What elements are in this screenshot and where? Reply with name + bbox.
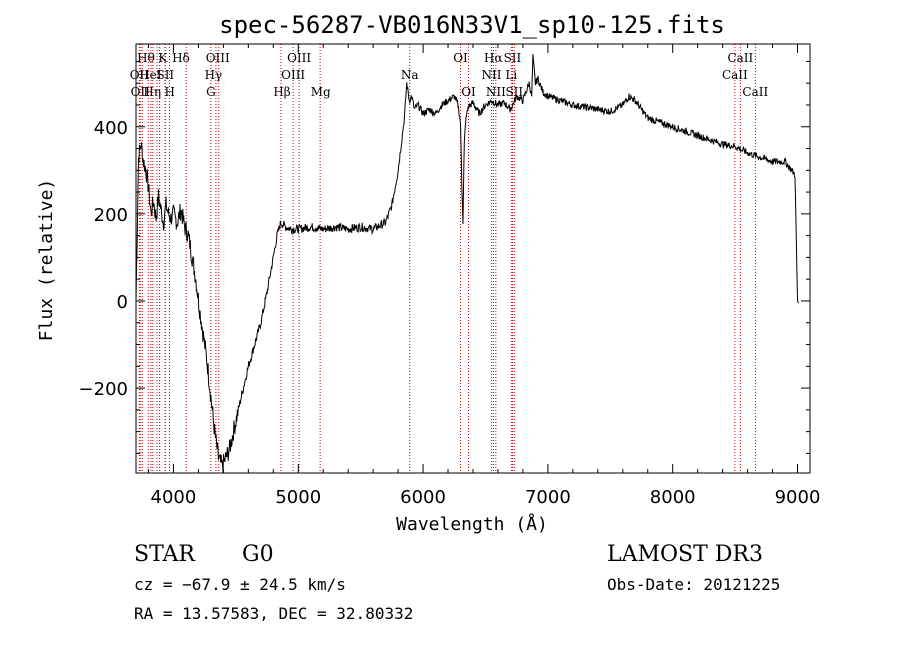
y-tick-label: 0 (117, 292, 128, 313)
line-label: OI (461, 85, 476, 99)
spectrum-line (135, 53, 800, 473)
x-tick-label: 6000 (400, 487, 446, 508)
line-label: SII (504, 51, 522, 65)
line-label: OIII (287, 51, 311, 65)
line-label: CaII (727, 51, 753, 65)
line-label: Hα (484, 51, 503, 65)
line-label: HeI (139, 68, 162, 82)
y-axis-label: Flux (relative) (36, 179, 57, 342)
line-label: OI (453, 51, 468, 65)
y-tick-label: 200 (94, 205, 128, 226)
line-label: SII (505, 85, 523, 99)
line-label: NII (481, 68, 501, 82)
obs-date: Obs-Date: 20121225 (607, 575, 780, 594)
line-label: Hδ (172, 51, 190, 65)
plot-frame (135, 43, 811, 474)
class-label: STAR (134, 542, 196, 567)
y-axis-ticks: −200 0 200 400 (79, 60, 810, 454)
line-label: NII (486, 85, 506, 99)
line-label: G (206, 85, 216, 99)
chart-title: spec-56287-VB016N33V1_sp10-125.fits (219, 11, 725, 39)
subclass-label: G0 (242, 542, 274, 567)
coordinates: RA = 13.57583, DEC = 32.80332 (134, 604, 413, 623)
y-tick-label: 400 (94, 118, 128, 139)
line-label: Hγ (205, 68, 223, 82)
emission-line-markers (138, 44, 756, 473)
line-labels: HθOIIOIIHeIHηKSIIHHδGHγOIIIHβOIIIOIIIMgN… (130, 51, 769, 99)
line-label: Hη (143, 85, 161, 99)
x-tick-label: 5000 (275, 487, 321, 508)
line-label: SII (156, 68, 174, 82)
spectrum-series (135, 53, 800, 473)
x-axis-label: Wavelength (Å) (396, 513, 548, 535)
line-label: Hθ (137, 51, 155, 65)
line-label: OII (130, 68, 150, 82)
x-tick-label: 8000 (650, 487, 696, 508)
line-label: K (158, 51, 168, 65)
line-label: Li (505, 68, 517, 82)
line-label: Hβ (273, 85, 290, 99)
line-label: OIII (281, 68, 305, 82)
line-label: CaII (742, 85, 768, 99)
line-label: OII (131, 85, 151, 99)
line-label: Mg (311, 85, 331, 99)
cz-value: cz = −67.9 ± 24.5 km/s (134, 575, 346, 594)
y-tick-label: −200 (79, 379, 128, 400)
x-tick-label: 9000 (775, 487, 821, 508)
x-axis-ticks: 4000 5000 6000 7000 8000 9000 (147, 44, 821, 508)
x-tick-label: 7000 (525, 487, 571, 508)
survey-label: LAMOST DR3 (607, 542, 763, 567)
line-label: CaII (722, 68, 748, 82)
x-tick-label: 4000 (151, 487, 197, 508)
line-label: OIII (206, 51, 230, 65)
line-label: Na (401, 68, 419, 82)
line-label: H (164, 85, 174, 99)
